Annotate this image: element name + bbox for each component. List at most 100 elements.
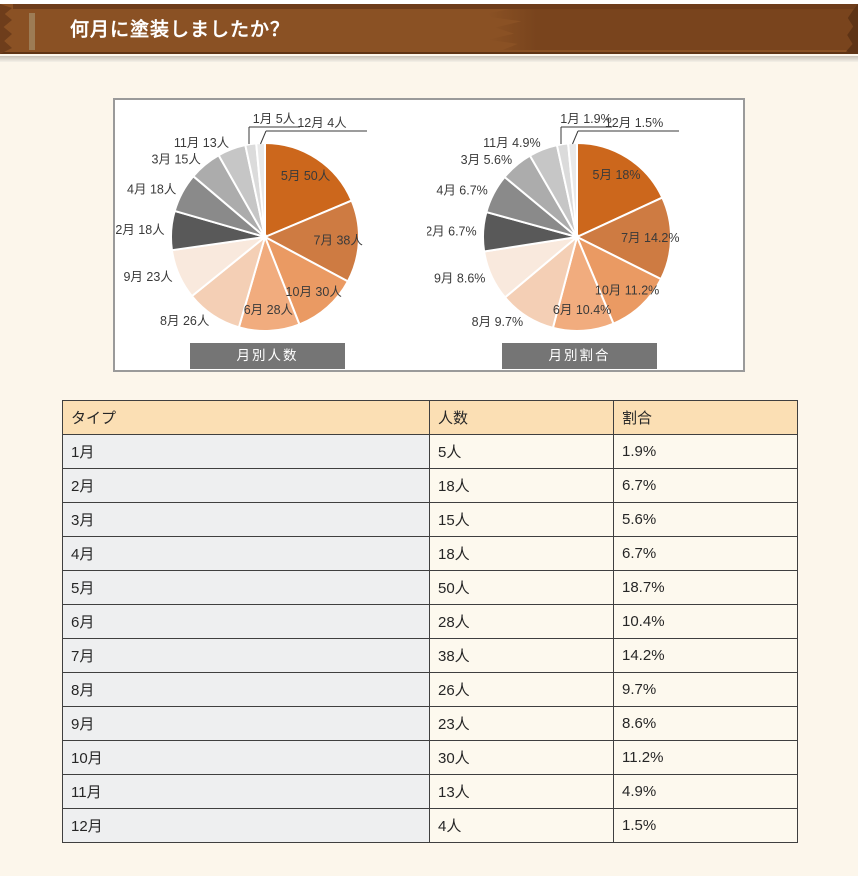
pie-label-6月: 6月 28人 [244, 303, 294, 317]
table-cell: 50人 [429, 570, 614, 605]
pie-callout-line [260, 130, 267, 145]
table-cell: 4月 [62, 536, 430, 571]
chart-monthly-counts: 5月 50人 7月 38人 10月 30人 6月 28人 8月 26人 9月 23人 2月 … [115, 100, 427, 370]
pie-label-7月: 7月 38人 [314, 233, 364, 247]
table-cell: 10.4% [613, 604, 798, 639]
pie-slice-10月 [263, 234, 350, 326]
table-cell: 6月 [62, 604, 430, 639]
table-cell: 9.7% [613, 672, 798, 707]
column-header-count: 人数 [429, 400, 614, 435]
pie-label-1月: 1月 1.9% [560, 112, 611, 126]
table-cell: 13人 [429, 774, 614, 809]
pie-label-8月: 8月 9.7% [472, 315, 523, 329]
table-cell: 5月 [62, 570, 430, 605]
banner-brush-top-decoration [13, 4, 858, 9]
table-cell: 5.6% [613, 502, 798, 537]
pie-label-4月: 4月 18人 [127, 183, 177, 197]
table-cell: 7月 [62, 638, 430, 673]
table-cell: 4人 [429, 808, 614, 843]
pie-label-5月: 5月 50人 [281, 169, 331, 183]
chart-footer-percent: 月別割合 [502, 343, 657, 369]
table-cell: 18人 [429, 536, 614, 571]
table-cell: 18.7% [613, 570, 798, 605]
table-cell: 12月 [62, 808, 430, 843]
pie-label-3月: 3月 15人 [152, 153, 202, 167]
table-cell: 1.5% [613, 808, 798, 843]
top-white-strip [0, 0, 858, 4]
pie-label-2月: 2月 6.7% [427, 224, 477, 238]
page-title: 何月に塗装しましたか？ [70, 19, 291, 41]
pie-slice-7月 [262, 199, 360, 283]
pie-label-10月: 10月 11.2% [595, 284, 659, 298]
table-row: 11月 13人 4.9% [62, 774, 798, 809]
pie-label-11月: 11月 4.9% [483, 136, 540, 150]
table-cell: 2月 [62, 468, 430, 503]
table-row: 6月 28人 10.4% [62, 604, 798, 639]
table-row: 2月 18人 6.7% [62, 468, 798, 503]
chart-footer-counts: 月別人数 [190, 343, 345, 369]
pie-slice-5月 [576, 141, 664, 239]
data-table: タイプ 人数 割合 1月 5人 1.9% 2月 18人 6.7% 3月 15人 5.6% 4月 18… [62, 400, 798, 843]
table-cell: 8月 [62, 672, 430, 707]
table-cell: 8.6% [613, 706, 798, 741]
table-row: 9月 23人 8.6% [62, 706, 798, 741]
pie-label-2月: 2月 18人 [115, 223, 165, 237]
pie-label-3月: 3月 5.6% [461, 153, 512, 167]
pie-label-10月: 10月 30人 [286, 285, 343, 299]
table-cell: 23人 [429, 706, 614, 741]
table-row: 1月 5人 1.9% [62, 434, 798, 469]
table-cell: 28人 [429, 604, 614, 639]
table-cell: 1.9% [613, 434, 798, 469]
pie-label-1月: 1月 5人 [253, 112, 296, 126]
chart-monthly-percent: 5月 18% 7月 14.2% 10月 11.2% 6月 10.4% 8月 9.7% 9月… [427, 100, 739, 370]
pie-label-8月: 8月 26人 [160, 314, 210, 328]
table-row: 10月 30人 11.2% [62, 740, 798, 775]
table-cell: 6.7% [613, 468, 798, 503]
table-cell: 5人 [429, 434, 614, 469]
pie-label-5月: 5月 18% [593, 168, 641, 182]
column-header-percent: 割合 [613, 400, 798, 435]
table-cell: 38人 [429, 638, 614, 673]
column-header-type: タイプ [62, 400, 430, 435]
pie-slice-5月 [264, 141, 353, 239]
table-row: 4月 18人 6.7% [62, 536, 798, 571]
table-row: 7月 38人 14.2% [62, 638, 798, 673]
table-header-row: タイプ 人数 割合 [62, 400, 798, 435]
table-cell: 3月 [62, 502, 430, 537]
pie-label-4月: 4月 6.7% [436, 184, 487, 198]
table-cell: 30人 [429, 740, 614, 775]
table-row: 3月 15人 5.6% [62, 502, 798, 537]
table-cell: 11.2% [613, 740, 798, 775]
banner-shadow [0, 56, 858, 62]
pie-slice-10月 [575, 234, 663, 325]
table-cell: 4.9% [613, 774, 798, 809]
table-cell: 1月 [62, 434, 430, 469]
pie-chart-monthly-counts: 5月 50人 7月 38人 10月 30人 6月 28人 8月 26人 9月 23人 2月 … [115, 112, 367, 332]
pie-label-6月: 6月 10.4% [553, 303, 611, 317]
table-cell: 14.2% [613, 638, 798, 673]
pie-label-11月: 11月 13人 [174, 136, 230, 150]
table-row: 8月 26人 9.7% [62, 672, 798, 707]
banner-brush-smudge-decoration [488, 9, 858, 50]
table-row: 12月 4人 1.5% [62, 808, 798, 843]
header-banner: 何月に塗装しましたか？ [0, 4, 858, 54]
pie-callout-line [572, 130, 579, 145]
table-row: 5月 50人 18.7% [62, 570, 798, 605]
table-cell: 10月 [62, 740, 430, 775]
chart-panel: 5月 50人 7月 38人 10月 30人 6月 28人 8月 26人 9月 23人 2月 … [113, 98, 745, 372]
pie-slice-7月 [574, 196, 672, 281]
table-cell: 15人 [429, 502, 614, 537]
table-cell: 11月 [62, 774, 430, 809]
pie-label-12月: 12月 1.5% [605, 116, 663, 130]
pie-label-9月: 9月 23人 [123, 270, 173, 284]
pie-label-7月: 7月 14.2% [621, 231, 679, 245]
table-cell: 26人 [429, 672, 614, 707]
pie-chart-monthly-percent: 5月 18% 7月 14.2% 10月 11.2% 6月 10.4% 8月 9.7% 9月… [427, 112, 679, 332]
banner-accent-bar [29, 13, 35, 50]
pie-label-12月: 12月 4人 [297, 116, 347, 130]
banner-brush-left-decoration [0, 4, 12, 54]
pie-label-9月: 9月 8.6% [434, 272, 485, 286]
table-cell: 9月 [62, 706, 430, 741]
table-cell: 18人 [429, 468, 614, 503]
